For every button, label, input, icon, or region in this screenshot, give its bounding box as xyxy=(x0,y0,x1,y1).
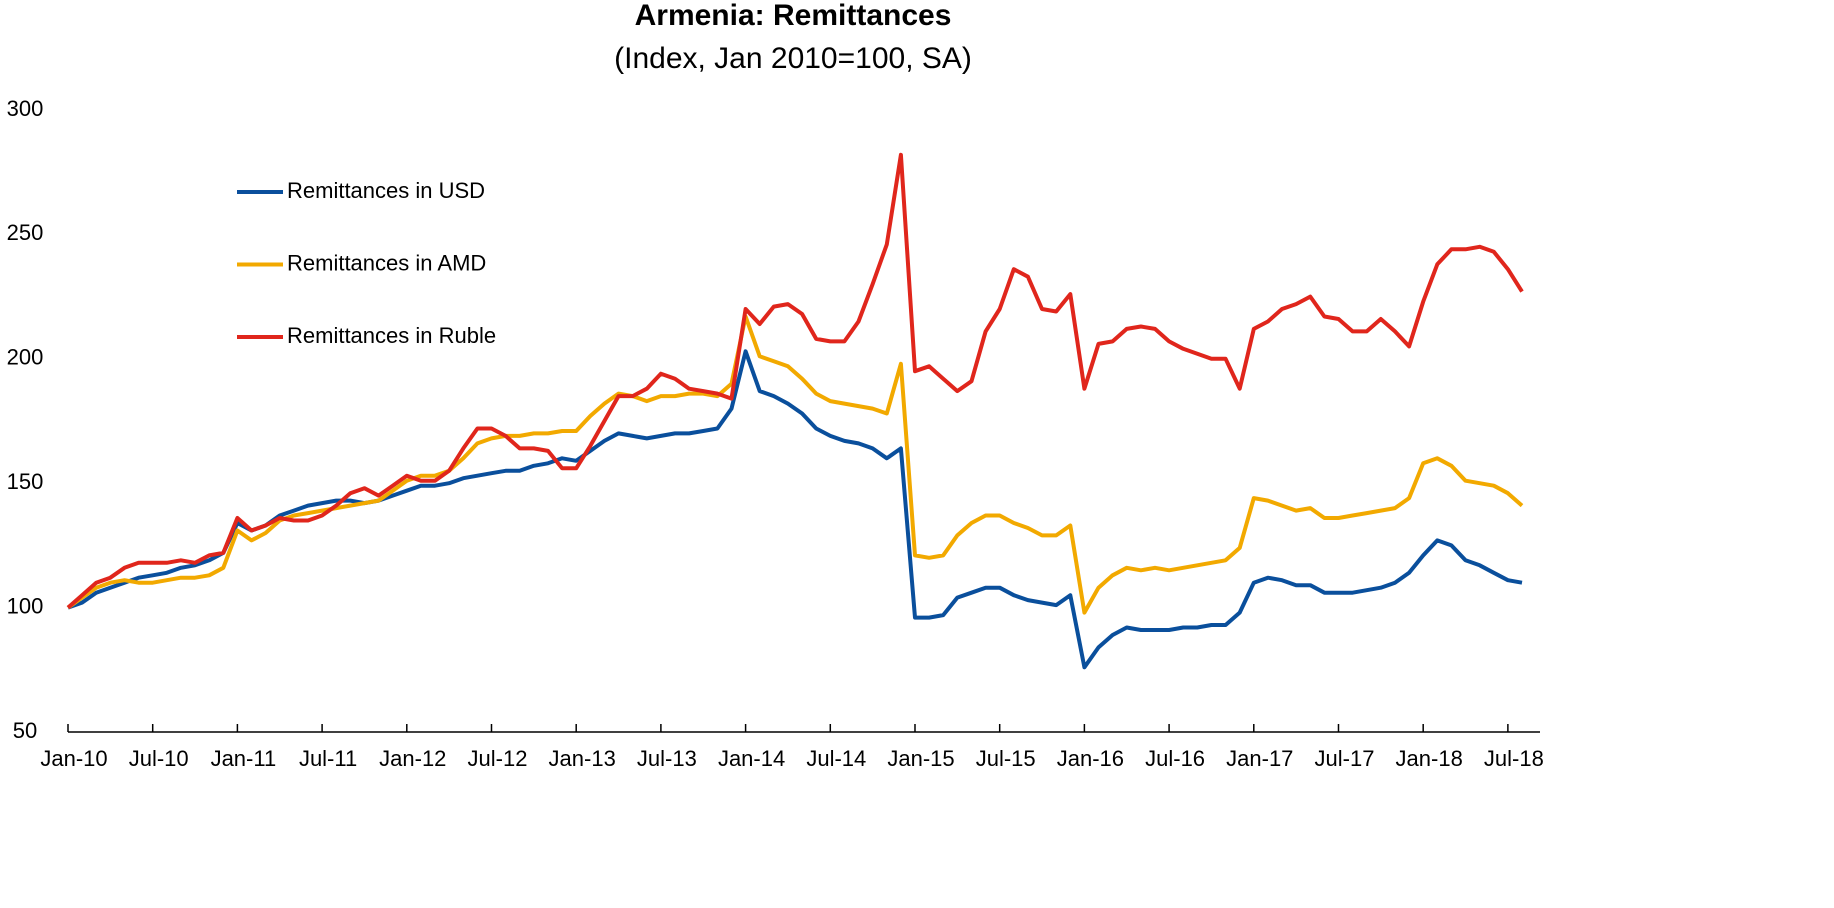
x-tick-label: Jan-17 xyxy=(1226,746,1293,771)
x-tick-label: Jan-16 xyxy=(1057,746,1124,771)
y-tick-label: 200 xyxy=(7,345,44,370)
legend-label: Remittances in USD xyxy=(287,178,485,203)
x-tick-label: Jul-13 xyxy=(637,746,697,771)
x-tick-label: Jan-15 xyxy=(887,746,954,771)
y-tick-label: 150 xyxy=(7,469,44,494)
x-tick-label: Jul-11 xyxy=(299,746,357,771)
x-tick-label: Jul-10 xyxy=(129,746,189,771)
series-line xyxy=(66,152,1524,610)
x-tick-label: Jul-15 xyxy=(976,746,1036,771)
legend-label: Remittances in AMD xyxy=(287,250,486,275)
series-line xyxy=(66,314,1524,615)
x-tick-label: Jan-12 xyxy=(379,746,446,771)
y-tick-label: 300 xyxy=(7,96,44,121)
x-tick-label: Jul-17 xyxy=(1315,746,1375,771)
x-tick-label: Jan-11 xyxy=(211,746,277,771)
x-tick-label: Jul-14 xyxy=(806,746,866,771)
x-tick-label: Jan-13 xyxy=(549,746,616,771)
chart-title: Armenia: Remittances xyxy=(635,0,952,32)
chart-subtitle: (Index, Jan 2010=100, SA) xyxy=(614,42,972,75)
x-tick-label: Jul-12 xyxy=(468,746,528,771)
x-tick-label: Jan-10 xyxy=(40,746,107,771)
x-tick-label: Jan-18 xyxy=(1396,746,1463,771)
y-tick-label: 50 xyxy=(13,718,37,743)
x-tick-label: Jul-18 xyxy=(1484,746,1544,771)
y-tick-label: 100 xyxy=(7,593,44,618)
legend-label: Remittances in Ruble xyxy=(287,323,496,348)
series-line xyxy=(67,349,1523,670)
x-tick-label: Jul-16 xyxy=(1145,746,1205,771)
x-tick-label: Jan-14 xyxy=(718,746,785,771)
y-tick-label: 250 xyxy=(7,220,44,245)
